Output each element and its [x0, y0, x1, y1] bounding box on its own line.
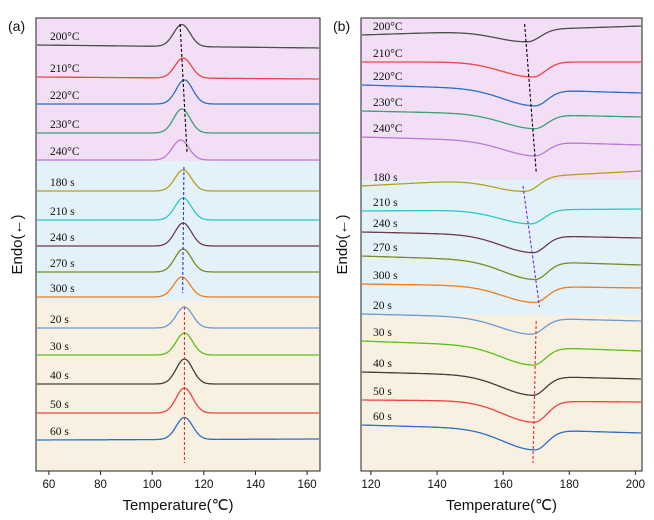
panel-b: 200°C 210°C 220°C 230°C 240°C 180 s 210 s 240 s… — [333, 17, 645, 514]
curve-line — [37, 169, 319, 192]
panel-label: (b) — [333, 18, 350, 34]
y-axis-label: Endo(←) — [9, 214, 26, 274]
curve-line — [37, 358, 319, 385]
curve-line — [37, 416, 319, 441]
curve-line — [362, 399, 641, 423]
y-axis-label: Endo(←) — [334, 214, 351, 274]
x-tick-label: 160 — [297, 479, 316, 491]
curve-label: 240°C — [373, 123, 403, 135]
curve-line — [37, 387, 319, 414]
curve-label: 30 s — [373, 327, 392, 339]
band-holding-time — [36, 301, 320, 471]
panel-label: (a) — [8, 18, 25, 34]
curve-label: 270 s — [50, 258, 75, 270]
x-axis-label: Temperature(℃) — [446, 497, 557, 514]
curve-label: 220°C — [50, 90, 80, 102]
guide-line — [532, 320, 537, 464]
curves: 200°C 210°C 220°C 230°C 240°C 180 s 210 s 240 s… — [361, 21, 642, 451]
x-axis-label: Temperature(℃) — [122, 497, 233, 514]
curve-label: 180 s — [373, 172, 398, 184]
curve-label: 40 s — [50, 370, 69, 382]
curve-label: 240°C — [50, 146, 80, 158]
curve-line — [37, 332, 319, 356]
curve-line — [37, 222, 319, 247]
x-tick-label: 120 — [361, 479, 380, 491]
curves: 200°C 210°C 220°C 230°C 240°C 180 s 210 s 240 s… — [37, 23, 319, 441]
curve-label: 200°C — [373, 21, 403, 33]
curve-line — [362, 110, 641, 130]
curve-label: 40 s — [373, 358, 392, 370]
band-isothermal-temperature — [36, 18, 320, 161]
curve-label: 210 s — [373, 197, 398, 209]
curve-line — [37, 79, 319, 105]
curve-line — [361, 25, 642, 43]
curve-line — [362, 231, 641, 254]
band-isothermal-time — [361, 180, 642, 315]
curve-line — [361, 84, 642, 107]
curve-line — [37, 139, 319, 161]
curve-line — [362, 208, 641, 225]
curve-label: 220°C — [373, 71, 403, 83]
guide-line — [182, 166, 185, 294]
curve-label: 20 s — [50, 314, 69, 326]
curve-label: 210°C — [373, 48, 403, 60]
curve-line — [37, 23, 319, 49]
curve-line — [361, 340, 642, 366]
curve-label: 20 s — [373, 300, 392, 312]
curve-label: 50 s — [50, 399, 69, 411]
x-tick-label: 100 — [143, 479, 162, 491]
curve-label: 60 s — [373, 411, 392, 423]
curve-label: 180 s — [50, 177, 75, 189]
curve-line — [361, 255, 642, 281]
curve-label: 210°C — [50, 63, 80, 75]
curve-line — [37, 108, 319, 134]
curve-line — [362, 283, 641, 304]
x-tick-label: 80 — [94, 479, 107, 491]
curve-line — [37, 57, 319, 80]
curve-label: 300 s — [50, 283, 75, 295]
x-tick-label: 140 — [427, 479, 446, 491]
curve-label: 230°C — [373, 97, 403, 109]
band-holding-time — [361, 315, 642, 471]
curve-label: 210 s — [50, 206, 75, 218]
curve-line — [362, 61, 641, 78]
plot-frame — [360, 17, 643, 472]
guide-line — [179, 23, 188, 154]
x-tick-label: 140 — [246, 479, 265, 491]
x-tick-label: 200 — [626, 479, 645, 491]
curve-label: 270 s — [373, 242, 398, 254]
curve-line — [362, 170, 641, 192]
plot-frame — [35, 17, 321, 472]
curve-label: 60 s — [50, 426, 69, 438]
curve-label: 300 s — [373, 270, 398, 282]
curve-line — [361, 424, 642, 451]
band-isothermal-temperature — [361, 18, 642, 180]
curve-line — [37, 197, 319, 221]
curve-line — [37, 306, 319, 329]
x-tick-label: 120 — [194, 479, 213, 491]
curve-line — [37, 276, 319, 298]
curve-line — [362, 371, 641, 396]
x-tick-label: 180 — [560, 479, 579, 491]
curve-line — [37, 248, 319, 273]
curve-line — [362, 313, 641, 335]
curve-label: 230°C — [50, 119, 80, 131]
curve-label: 240 s — [50, 232, 75, 244]
curve-label: 240 s — [373, 218, 398, 230]
curve-label: 50 s — [373, 386, 392, 398]
curve-label: 30 s — [50, 341, 69, 353]
curve-line — [361, 136, 642, 157]
panel-a: 200°C 210°C 220°C 230°C 240°C 180 s 210 s 240 s… — [8, 17, 321, 514]
guide-line — [522, 185, 541, 308]
curve-label: 200°C — [50, 31, 80, 43]
band-isothermal-time — [36, 161, 320, 301]
x-tick-label: 160 — [494, 479, 513, 491]
x-tick-label: 60 — [43, 479, 56, 491]
